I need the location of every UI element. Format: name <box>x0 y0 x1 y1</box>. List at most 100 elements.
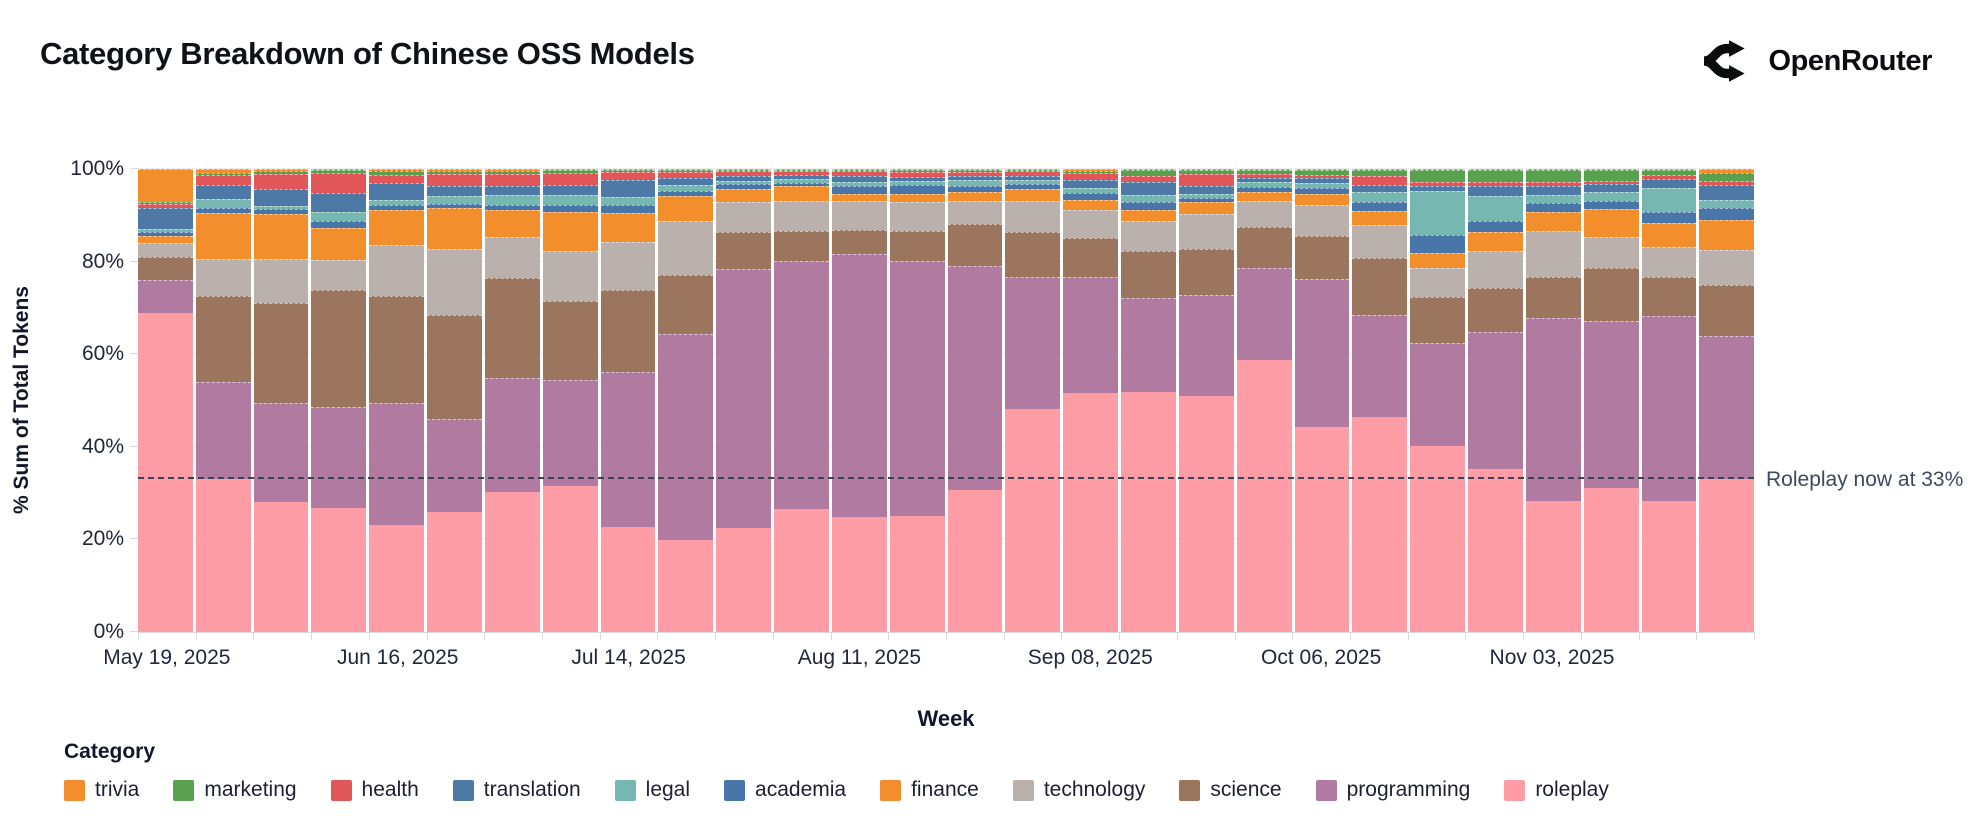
legend-item-legal[interactable]: legal <box>614 778 690 802</box>
bar-segment-science[interactable] <box>1236 226 1292 268</box>
bar-segment-finance[interactable] <box>1525 212 1581 231</box>
bar-segment-technology[interactable] <box>1005 201 1061 233</box>
bar-segment-finance[interactable] <box>889 193 945 203</box>
bar-segment-technology[interactable] <box>1641 247 1697 278</box>
bar-segment-finance[interactable] <box>1583 209 1639 237</box>
bar-segment-technology[interactable] <box>658 221 714 275</box>
bar-segment-health[interactable] <box>195 175 251 186</box>
bar-segment-health[interactable] <box>1583 181 1639 185</box>
bar-segment-science[interactable] <box>484 278 540 378</box>
bar-column[interactable] <box>311 169 367 632</box>
bar-segment-programming[interactable] <box>1294 278 1350 428</box>
bar-segment-programming[interactable] <box>1468 331 1523 469</box>
bar-segment-programming[interactable] <box>716 268 772 528</box>
bar-segment-academia[interactable] <box>1352 202 1408 212</box>
legend-item-academia[interactable]: academia <box>724 778 846 802</box>
bar-segment-translation[interactable] <box>1178 185 1234 194</box>
bar-segment-marketing[interactable] <box>716 169 772 171</box>
bar-segment-legal[interactable] <box>195 199 251 209</box>
bar-segment-health[interactable] <box>1525 182 1581 187</box>
legend-item-technology[interactable]: technology <box>1012 778 1145 802</box>
bar-segment-technology[interactable] <box>889 202 945 232</box>
bar-segment-finance[interactable] <box>138 236 193 244</box>
bar-column[interactable] <box>138 169 193 632</box>
bar-segment-legal[interactable] <box>1294 183 1350 189</box>
bar-segment-programming[interactable] <box>947 266 1003 491</box>
bar-segment-health[interactable] <box>138 203 193 209</box>
bar-segment-health[interactable] <box>1294 174 1350 178</box>
bar-segment-technology[interactable] <box>1468 250 1523 288</box>
bar-segment-academia[interactable] <box>1468 221 1523 232</box>
bar-column[interactable] <box>1410 169 1466 632</box>
bar-segment-technology[interactable] <box>253 259 309 304</box>
bar-segment-programming[interactable] <box>1005 276 1061 409</box>
bar-segment-finance[interactable] <box>484 209 540 237</box>
bar-segment-trivia[interactable] <box>658 168 714 170</box>
bar-segment-legal[interactable] <box>1063 187 1119 194</box>
bar-segment-roleplay[interactable] <box>1236 360 1292 632</box>
bar-segment-science[interactable] <box>600 290 656 373</box>
bar-segment-legal[interactable] <box>947 180 1003 186</box>
bar-segment-translation[interactable] <box>831 175 887 183</box>
bar-segment-programming[interactable] <box>1121 298 1176 392</box>
bar-segment-academia[interactable] <box>1294 188 1350 194</box>
bar-segment-trivia[interactable] <box>1699 169 1755 174</box>
bar-column[interactable] <box>1178 169 1234 632</box>
bar-segment-legal[interactable] <box>1468 196 1523 222</box>
bar-segment-academia[interactable] <box>1178 197 1234 202</box>
bar-segment-academia[interactable] <box>889 185 945 194</box>
bar-segment-academia[interactable] <box>427 203 482 208</box>
bar-segment-translation[interactable] <box>138 208 193 230</box>
bar-segment-programming[interactable] <box>369 403 425 526</box>
bar-segment-academia[interactable] <box>831 186 887 195</box>
bar-segment-health[interactable] <box>774 170 829 176</box>
bar-segment-legal[interactable] <box>1005 179 1061 184</box>
bar-segment-finance[interactable] <box>716 188 772 203</box>
bar-segment-academia[interactable] <box>542 204 598 213</box>
bar-column[interactable] <box>1294 169 1350 632</box>
bar-segment-health[interactable] <box>311 173 367 194</box>
bar-segment-translation[interactable] <box>427 186 482 197</box>
bar-column[interactable] <box>1236 169 1292 632</box>
bar-segment-programming[interactable] <box>1525 317 1581 501</box>
bar-column[interactable] <box>369 169 425 632</box>
bar-segment-marketing[interactable] <box>1121 170 1176 177</box>
bar-segment-science[interactable] <box>427 314 482 419</box>
bar-segment-roleplay[interactable] <box>658 540 714 632</box>
bar-segment-translation[interactable] <box>1410 186 1466 192</box>
bar-segment-roleplay[interactable] <box>484 491 540 632</box>
bar-segment-academia[interactable] <box>369 204 425 210</box>
bar-segment-legal[interactable] <box>1641 188 1697 213</box>
bar-segment-legal[interactable] <box>1236 182 1292 187</box>
bar-segment-science[interactable] <box>1525 277 1581 318</box>
bar-column[interactable] <box>1641 169 1697 632</box>
bar-segment-roleplay[interactable] <box>1525 500 1581 632</box>
bar-segment-finance[interactable] <box>600 212 656 242</box>
bar-segment-roleplay[interactable] <box>1352 416 1408 632</box>
bar-column[interactable] <box>484 169 540 632</box>
bar-segment-marketing[interactable] <box>1583 170 1639 182</box>
bar-segment-trivia[interactable] <box>484 169 540 171</box>
bar-segment-trivia[interactable] <box>889 169 945 170</box>
bar-segment-science[interactable] <box>369 296 425 404</box>
bar-segment-programming[interactable] <box>195 382 251 480</box>
bar-segment-health[interactable] <box>1410 182 1466 187</box>
bar-segment-academia[interactable] <box>253 209 309 215</box>
bar-segment-roleplay[interactable] <box>774 509 829 632</box>
bar-segment-science[interactable] <box>1005 232 1061 277</box>
bar-segment-finance[interactable] <box>1005 189 1061 202</box>
bar-segment-programming[interactable] <box>600 372 656 528</box>
bar-segment-science[interactable] <box>1410 297 1466 344</box>
bar-segment-finance[interactable] <box>1063 199 1119 210</box>
bar-segment-legal[interactable] <box>1525 194 1581 204</box>
bar-segment-academia[interactable] <box>1525 203 1581 213</box>
bar-segment-academia[interactable] <box>484 204 540 210</box>
bar-segment-translation[interactable] <box>600 180 656 197</box>
bar-segment-science[interactable] <box>1352 257 1408 316</box>
bar-segment-technology[interactable] <box>716 202 772 233</box>
bar-segment-roleplay[interactable] <box>542 485 598 632</box>
bar-segment-health[interactable] <box>1641 174 1697 179</box>
bar-segment-legal[interactable] <box>427 196 482 204</box>
bar-segment-trivia[interactable] <box>831 169 887 171</box>
bar-segment-marketing[interactable] <box>1236 170 1292 174</box>
